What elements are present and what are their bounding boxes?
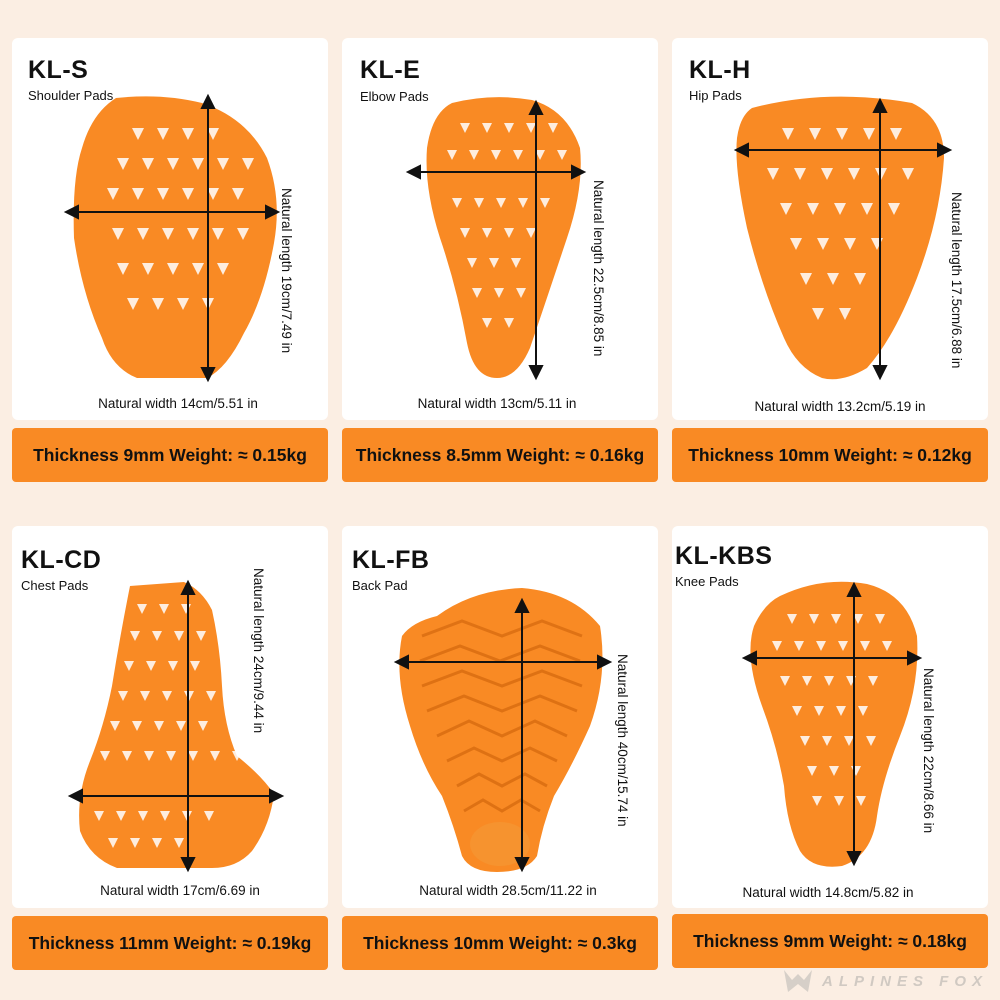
pad-card-kl-fb: KL-FB Back Pad Natural length 40cm/15.74… (342, 526, 658, 908)
pad-name: Shoulder Pads (28, 88, 114, 103)
width-label: Natural width 14.8cm/5.82 in (742, 885, 914, 900)
elbow-pad-image (405, 97, 587, 381)
width-label: Natural width 13cm/5.11 in (417, 396, 577, 411)
pad-card-kl-e: KL-E Elbow Pads Natural length 22.5cm/8.… (342, 38, 658, 420)
spec-bar: Thickness 10mm Weight: ≈ 0.12kg (672, 428, 988, 482)
spec-bar: Thickness 9mm Weight: ≈ 0.18kg (672, 914, 988, 968)
pad-name: Knee Pads (675, 574, 739, 589)
width-label: Natural width 14cm/5.51 in (98, 396, 258, 411)
pad-card-kl-s: KL-S Shoulder Pads Natural length 19cm/7… (12, 38, 328, 420)
pad-name: Elbow Pads (360, 89, 429, 104)
pad-code: KL-S (28, 56, 89, 84)
pad-code: KL-CD (21, 546, 102, 574)
knee-pad-image (741, 581, 923, 867)
shoulder-pad-image (63, 93, 281, 383)
pad-card-kl-kbs: KL-KBS Knee Pads Natural length 22cm/8.6… (672, 526, 988, 908)
length-label: Natural length 19cm/7.49 in (279, 188, 294, 354)
pad-code: KL-KBS (675, 542, 773, 570)
spec-bar: Thickness 10mm Weight: ≈ 0.3kg (342, 916, 658, 970)
pad-card-kl-h: KL-H Hip Pads Natural length 17.5cm/6.88… (672, 38, 988, 420)
length-label: Natural length 22cm/8.66 in (921, 668, 936, 834)
width-label: Natural width 17cm/6.69 in (100, 883, 260, 898)
length-label: Natural length 17.5cm/6.88 in (949, 192, 964, 369)
pad-card-kl-cd: KL-CD Chest Pads Natural length 24cm/9.4… (12, 526, 328, 908)
pad-name: Back Pad (352, 578, 408, 593)
pad-code: KL-E (360, 56, 421, 84)
watermark-text: ALPINES FOX (821, 972, 988, 990)
width-label: Natural width 13.2cm/5.19 in (754, 399, 926, 414)
back-pad-image (393, 588, 613, 873)
fox-logo-icon (783, 970, 812, 992)
length-label: Natural length 40cm/15.74 in (615, 654, 630, 827)
spec-bar: Thickness 9mm Weight: ≈ 0.15kg (12, 428, 328, 482)
hip-pad-image (733, 96, 953, 381)
width-label: Natural width 28.5cm/11.22 in (419, 883, 597, 898)
pad-name: Hip Pads (689, 88, 742, 103)
pad-name: Chest Pads (21, 578, 89, 593)
pad-code: KL-FB (352, 546, 430, 574)
spec-bar: Thickness 8.5mm Weight: ≈ 0.16kg (342, 428, 658, 482)
spec-bar: Thickness 11mm Weight: ≈ 0.19kg (12, 916, 328, 970)
length-label: Natural length 24cm/9.44 in (251, 568, 266, 734)
chest-pad-image (67, 579, 285, 873)
watermark: ALPINES FOX (782, 968, 988, 994)
pad-code: KL-H (689, 56, 751, 84)
length-label: Natural length 22.5cm/8.85 in (591, 180, 606, 357)
